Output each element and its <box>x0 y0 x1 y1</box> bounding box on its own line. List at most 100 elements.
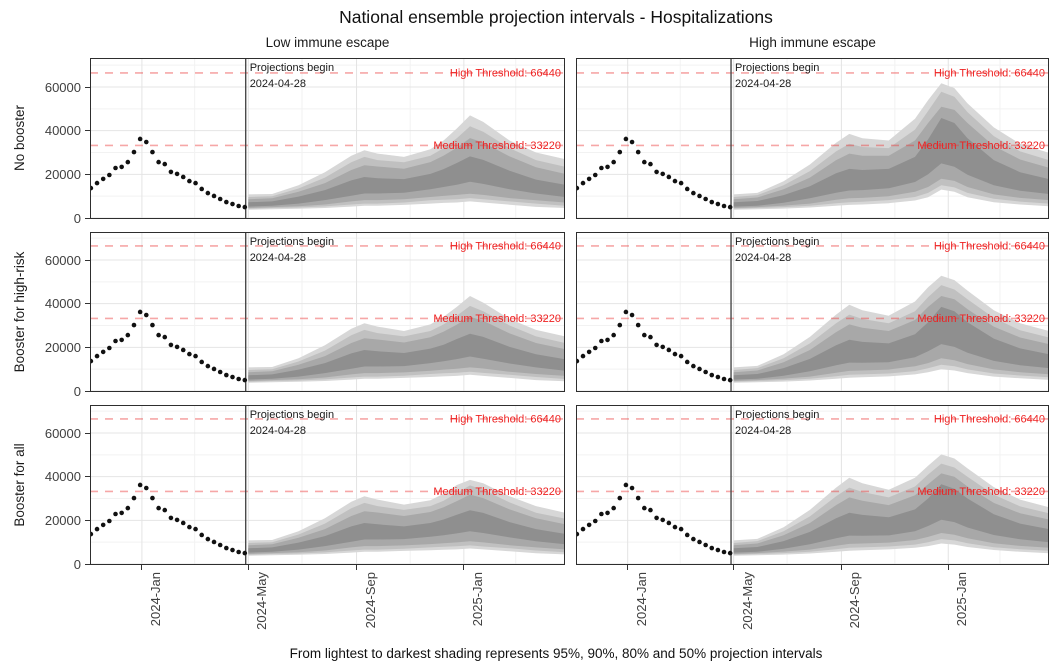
projection-begin-date: 2024-04-28 <box>250 252 306 264</box>
panel-border <box>90 405 565 565</box>
observed-point <box>205 536 211 542</box>
observed-point <box>143 485 149 491</box>
observed-point <box>660 517 666 523</box>
y-axis-tick-label: 40000 <box>44 296 81 312</box>
medium-threshold-label: Medium Threshold: 33220 <box>433 140 561 152</box>
observed-point <box>236 549 241 555</box>
observed-point <box>605 337 610 343</box>
y-axis-tick <box>85 86 90 88</box>
observed-point <box>666 347 672 353</box>
observed-point <box>727 550 733 556</box>
observed-point <box>678 526 684 532</box>
observed-point <box>721 203 727 209</box>
observed-point <box>660 344 666 350</box>
observed-point <box>236 376 241 382</box>
panel-border <box>576 405 1049 565</box>
observed-point <box>727 377 733 383</box>
observed-point <box>125 332 131 338</box>
observed-point <box>599 165 604 171</box>
facet-row-label-booster-all: Booster for all <box>12 443 27 527</box>
observed-point <box>217 542 223 548</box>
observed-point <box>592 172 598 178</box>
observed-point <box>629 312 635 318</box>
observed-point <box>205 190 211 196</box>
x-axis-tick <box>840 565 842 570</box>
facet-panel-2: Projections begin 2024-04-28 High Threshol… <box>576 58 1049 219</box>
observed-point <box>611 332 616 338</box>
y-axis-tick <box>85 563 90 565</box>
observed-point <box>586 349 592 355</box>
x-axis-tick-label: 2025-Jan <box>469 572 485 627</box>
observed-point <box>125 505 131 511</box>
observed-point <box>113 165 118 171</box>
high-threshold-label: High Threshold: 66440 <box>934 67 1045 79</box>
observed-point <box>721 549 727 555</box>
medium-threshold-label: Medium Threshold: 33220 <box>917 140 1045 152</box>
observed-point <box>666 520 672 526</box>
observed-point <box>217 369 223 375</box>
projection-begin-date: 2024-04-28 <box>250 425 306 437</box>
observed-point <box>623 482 629 488</box>
observed-point <box>230 374 235 380</box>
observed-point <box>684 532 690 538</box>
x-axis-tick <box>356 565 358 570</box>
observed-point <box>242 550 248 556</box>
observed-point <box>678 353 684 359</box>
y-axis-tick-label: 0 <box>73 210 81 226</box>
observed-point <box>672 178 678 184</box>
observed-point <box>586 522 592 528</box>
observed-point <box>592 345 598 351</box>
observed-point <box>629 139 635 145</box>
observed-point <box>691 190 696 196</box>
y-axis-tick-label: 20000 <box>44 166 81 182</box>
observed-point <box>592 518 598 524</box>
observed-point <box>137 482 143 488</box>
x-axis-tick <box>141 565 143 570</box>
observed-point <box>217 196 223 202</box>
observed-point <box>580 180 586 186</box>
y-axis-tick-label: 60000 <box>44 79 81 95</box>
chart-title: National ensemble projection intervals -… <box>339 7 773 27</box>
y-axis-tick <box>85 173 90 175</box>
observed-point <box>94 180 100 186</box>
observed-point <box>642 332 647 338</box>
observed-point <box>684 359 690 365</box>
observed-point <box>131 322 137 328</box>
y-axis-tick-label: 60000 <box>44 425 81 441</box>
projection-band-50 <box>248 333 565 380</box>
observed-point <box>599 338 604 344</box>
projection-band-50 <box>733 484 1049 553</box>
observed-point <box>709 545 715 551</box>
observed-point <box>100 349 106 355</box>
observed-point <box>119 164 124 170</box>
observed-point <box>623 136 629 142</box>
observed-point <box>168 342 174 348</box>
observed-point <box>654 342 659 348</box>
observed-point <box>715 374 721 380</box>
x-axis-tick-label: 2024-May <box>254 572 270 630</box>
projection-begin-label: Projections begin <box>250 236 334 248</box>
observed-point <box>617 322 623 328</box>
facet-col-header-low-immune-escape: Low immune escape <box>265 35 390 50</box>
high-threshold-label: High Threshold: 66440 <box>450 67 561 79</box>
observed-point <box>611 505 616 511</box>
observed-point <box>94 353 100 359</box>
observed-point <box>211 366 217 372</box>
observed-point <box>107 345 112 351</box>
projection-begin-date: 2024-04-28 <box>735 78 791 90</box>
observed-point <box>703 196 708 202</box>
observed-point <box>119 510 124 516</box>
x-axis-tick-label: 2024-Jan <box>147 572 163 627</box>
observed-point <box>162 507 168 513</box>
observed-point <box>648 161 653 167</box>
observed-point <box>586 176 592 182</box>
y-axis-tick-label: 40000 <box>44 123 81 139</box>
observed-point <box>611 159 616 165</box>
x-axis-tick-label: 2024-Sep <box>847 572 863 629</box>
observed-point <box>193 353 198 359</box>
observed-point <box>187 178 192 184</box>
observed-point <box>617 495 623 501</box>
facet-panel-5: Projections begin 2024-04-28 High Threshol… <box>90 405 565 565</box>
observed-point <box>654 515 659 521</box>
high-threshold-label: High Threshold: 66440 <box>450 240 561 252</box>
